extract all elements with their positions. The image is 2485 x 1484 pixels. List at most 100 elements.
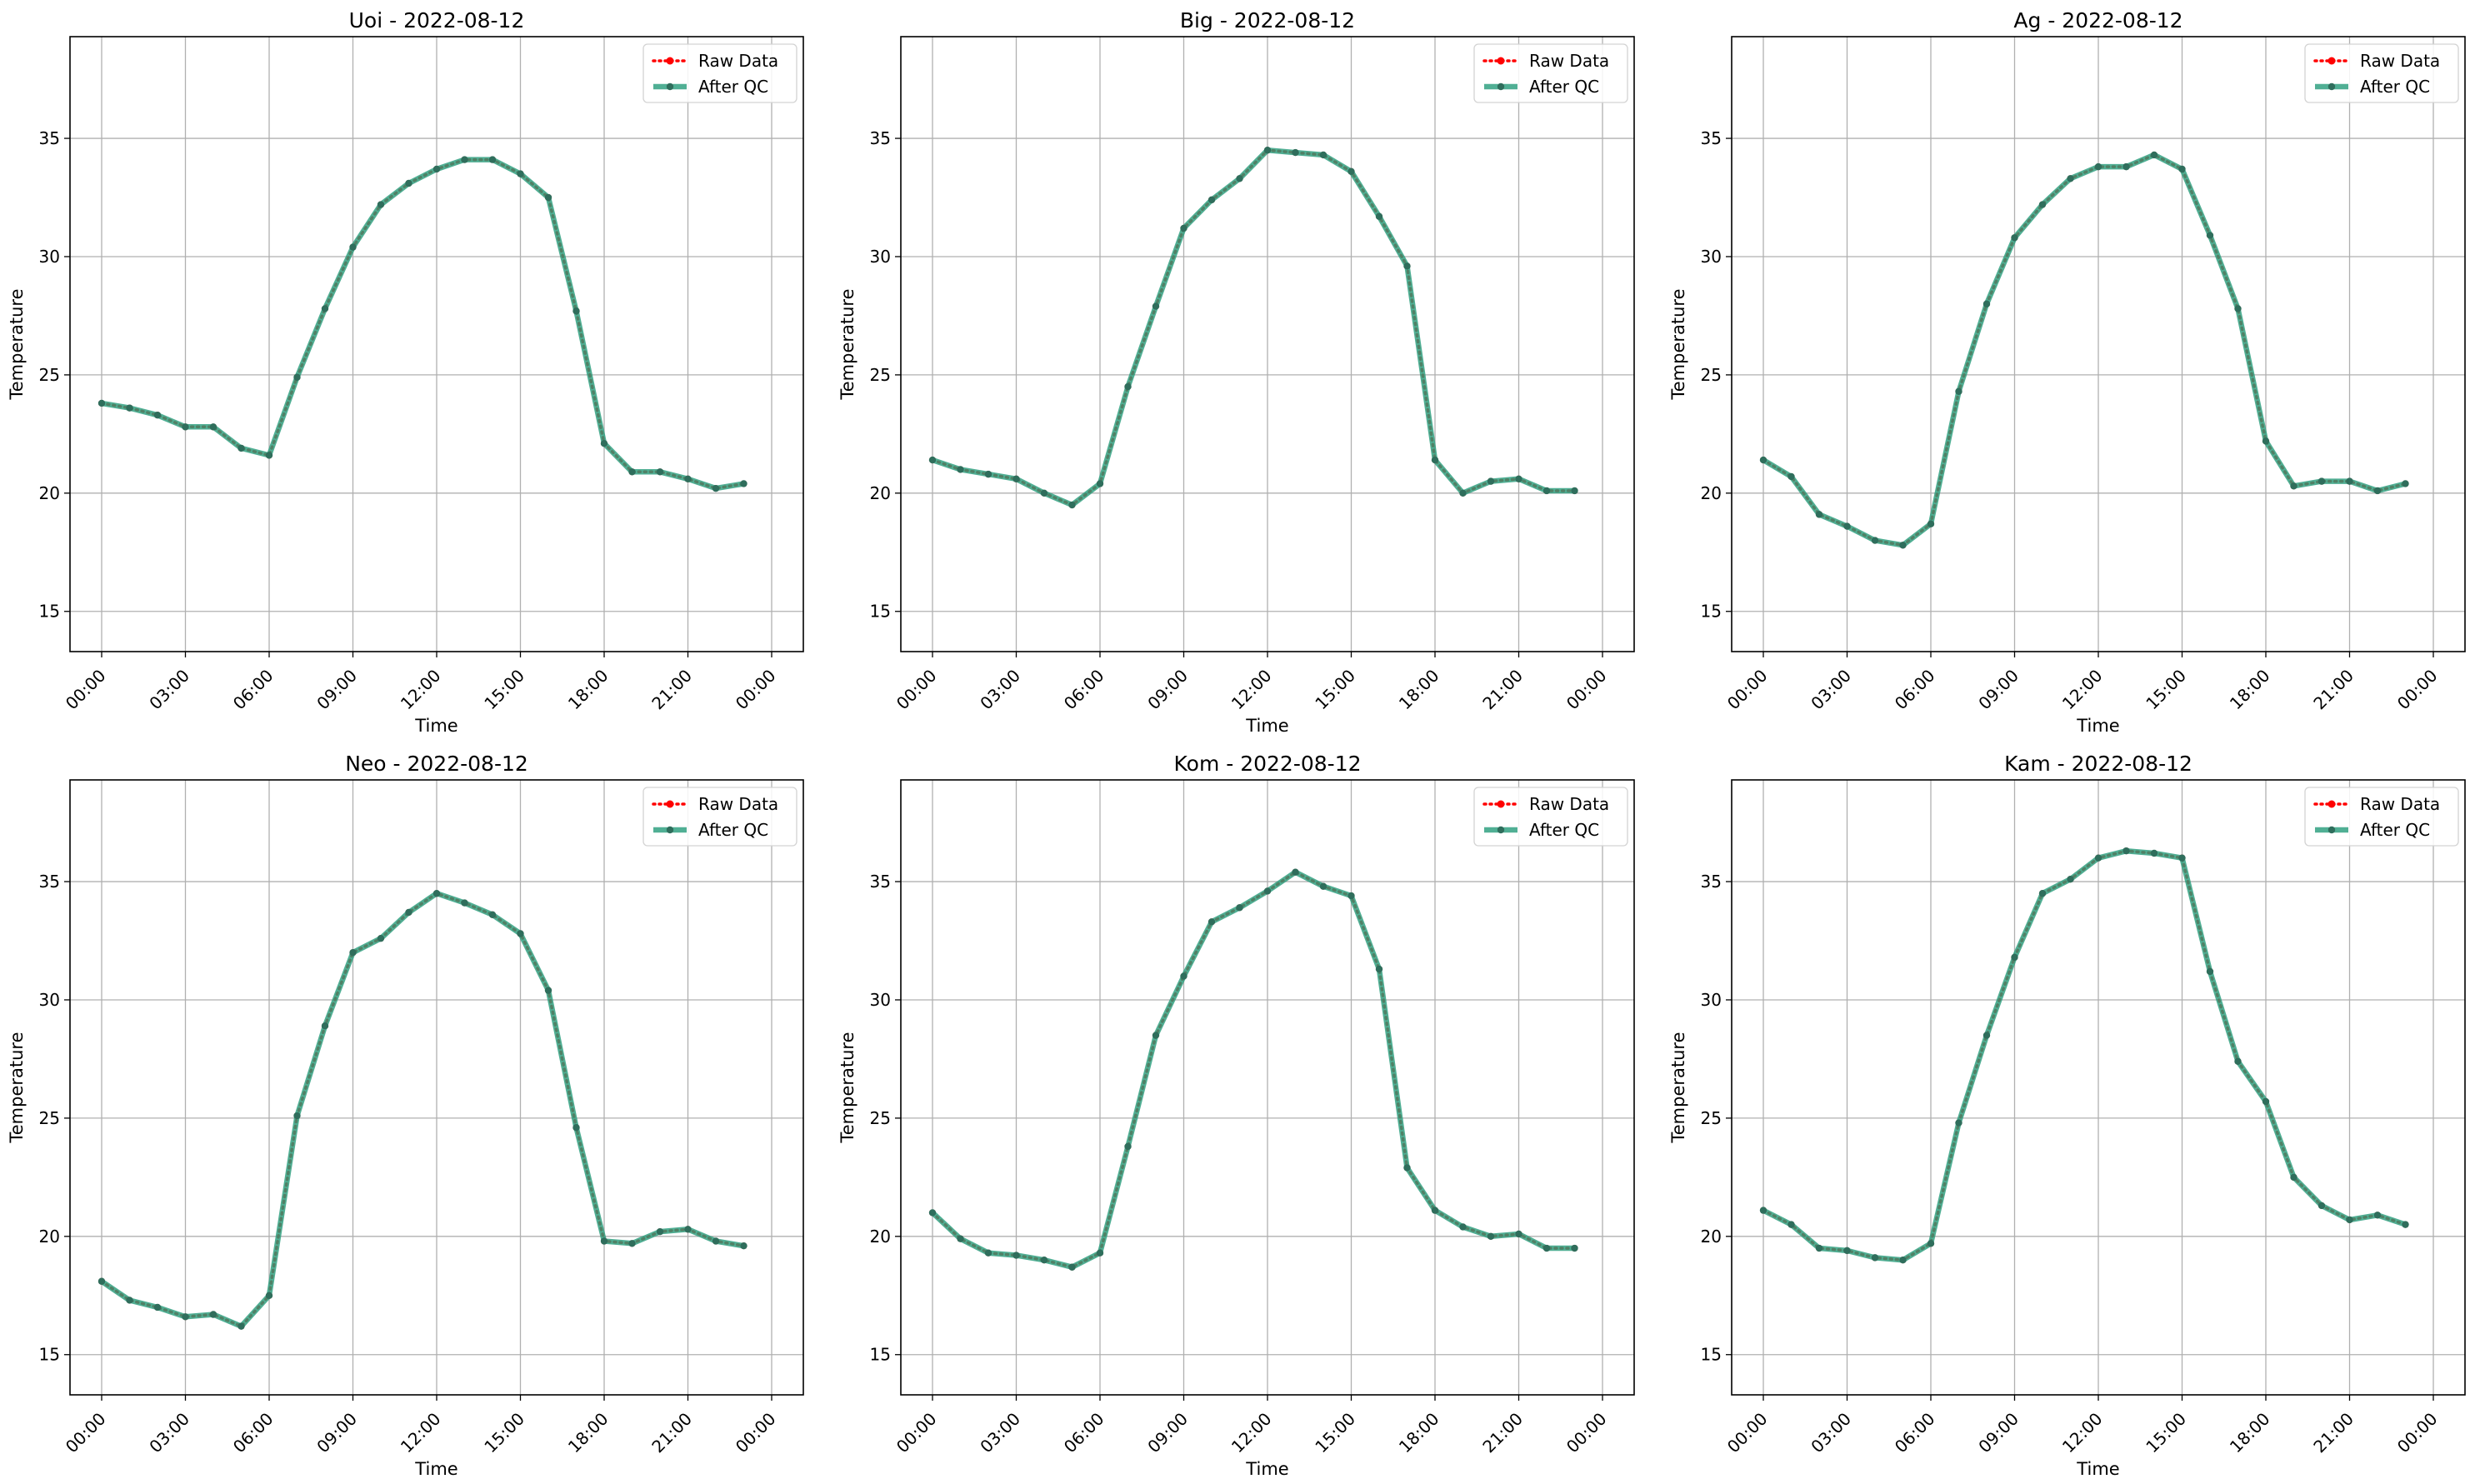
x-tick-label: 12:00: [1228, 666, 1276, 714]
after-qc-point: [377, 934, 385, 942]
after-qc-point: [1871, 1254, 1879, 1262]
y-tick-label: 35: [870, 872, 891, 892]
legend-label: After QC: [698, 820, 768, 840]
subplot-title: Big - 2022-08-12: [1180, 8, 1355, 32]
x-tick-label: 18:00: [1395, 666, 1443, 714]
y-tick-label: 35: [1701, 872, 1722, 892]
x-tick-label: 21:00: [2309, 1409, 2358, 1457]
series-line-raw-data: [931, 870, 1577, 1269]
after-qc-point: [405, 179, 412, 187]
after-qc-point: [572, 1124, 580, 1132]
after-qc-point: [2011, 953, 2018, 962]
after-qc-point: [98, 399, 106, 407]
legend-marker-raw-data: [1497, 57, 1505, 65]
x-tick-label: 06:00: [1060, 666, 1108, 714]
after-qc-point: [293, 373, 301, 381]
after-qc-point: [517, 930, 524, 937]
after-qc-point: [1096, 1249, 1104, 1257]
y-axis-label: Temperature: [7, 288, 27, 400]
after-qc-point: [1927, 1240, 1935, 1247]
after-qc-point: [126, 1297, 133, 1304]
legend-marker-raw-data: [1497, 800, 1505, 808]
legend-label: After QC: [2360, 820, 2430, 840]
after-qc-point: [2318, 477, 2326, 485]
after-qc-point: [2150, 849, 2158, 857]
x-tick-label: 00:00: [62, 666, 110, 714]
after-qc-point: [2346, 1216, 2353, 1224]
legend-marker-raw-data: [2328, 800, 2336, 808]
x-tick-label: 00:00: [2393, 666, 2442, 714]
subplot-title: Neo - 2022-08-12: [345, 752, 528, 776]
x-tick-label: 21:00: [2309, 666, 2358, 714]
legend-label: After QC: [698, 77, 768, 97]
y-tick-label: 30: [1701, 990, 1722, 1010]
after-qc-point: [517, 170, 524, 177]
x-tick-label: 06:00: [229, 666, 278, 714]
y-tick-label: 30: [39, 247, 60, 267]
x-tick-label: 00:00: [1562, 1409, 1611, 1457]
x-tick-label: 09:00: [1143, 1409, 1192, 1457]
after-qc-point: [2122, 847, 2130, 855]
legend-label: After QC: [1529, 77, 1599, 97]
y-tick-label: 35: [39, 872, 60, 892]
after-qc-point: [928, 456, 937, 464]
x-tick-label: 21:00: [1478, 1409, 1527, 1457]
after-qc-point: [1542, 487, 1551, 495]
x-tick-label: 00:00: [62, 1409, 110, 1457]
legend-label: Raw Data: [1529, 51, 1609, 71]
after-qc-point: [432, 890, 441, 897]
legend: Raw Data After QC: [2304, 787, 2459, 847]
series-line-after-qc: [931, 147, 1575, 508]
x-tick-label: 00:00: [1723, 1409, 1772, 1457]
axes-frame: [1731, 779, 2466, 1396]
y-tick-label: 20: [1701, 483, 1722, 503]
after-qc-point: [2067, 876, 2074, 883]
after-qc-point: [684, 475, 692, 482]
legend-marker-after-qc: [666, 826, 674, 834]
after-qc-point: [1431, 456, 1439, 464]
after-qc-point: [740, 1242, 748, 1250]
x-tick-label: 00:00: [732, 666, 780, 714]
y-tick-label: 30: [1701, 247, 1722, 267]
after-qc-point: [600, 1237, 608, 1245]
legend-marker-after-qc: [2328, 82, 2336, 91]
subplot-title: Uoi - 2022-08-12: [349, 8, 525, 32]
subplot-title: Kam - 2022-08-12: [2004, 752, 2192, 776]
subplot-big: 15 20 25 30 35 00:00 03:00 06:00 09:00 12:00 15:00…: [838, 8, 1635, 736]
after-qc-point: [1487, 477, 1495, 485]
x-tick-label: 15:00: [1311, 666, 1359, 714]
after-qc-point: [1292, 148, 1299, 157]
x-tick-label: 09:00: [1143, 666, 1192, 714]
axes-frame: [1731, 36, 2466, 652]
after-qc-point: [488, 911, 497, 918]
after-qc-point: [656, 468, 664, 476]
after-qc-point: [432, 165, 441, 173]
after-qc-point: [1788, 1221, 1795, 1228]
after-qc-point: [2262, 1097, 2270, 1106]
x-tick-label: 09:00: [312, 1409, 361, 1457]
after-qc-point: [2206, 967, 2214, 976]
x-tick-label: 03:00: [976, 1409, 1024, 1457]
y-tick-label: 20: [39, 1227, 60, 1247]
after-qc-point: [1348, 167, 1355, 175]
after-qc-point: [2402, 480, 2409, 487]
y-tick-label: 15: [870, 602, 891, 622]
y-tick-label: 25: [870, 1108, 891, 1128]
after-qc-point: [1759, 456, 1768, 464]
y-tick-label: 20: [1701, 1227, 1722, 1247]
y-tick-label: 15: [1701, 1345, 1722, 1365]
after-qc-point: [2038, 890, 2047, 897]
subplot-neo: 15 20 25 30 35 00:00 03:00 06:00 09:00 12:00 15:00…: [7, 752, 804, 1479]
legend-marker-after-qc: [1497, 82, 1505, 91]
x-tick-label: 18:00: [1395, 1409, 1443, 1457]
after-qc-point: [1459, 1223, 1467, 1231]
x-tick-label: 00:00: [1723, 666, 1772, 714]
after-qc-point: [1124, 1142, 1132, 1151]
y-tick-label: 25: [870, 365, 891, 385]
after-qc-point: [984, 1249, 992, 1257]
x-tick-label: 09:00: [1974, 1409, 2022, 1457]
after-qc-point: [1040, 489, 1048, 497]
legend-label: Raw Data: [698, 794, 778, 814]
x-tick-label: 18:00: [564, 1409, 612, 1457]
x-tick-label: 21:00: [648, 666, 696, 714]
